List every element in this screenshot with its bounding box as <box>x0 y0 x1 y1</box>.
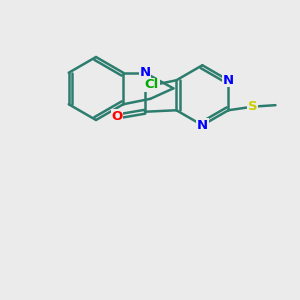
Text: N: N <box>223 74 234 87</box>
Text: N: N <box>139 66 150 79</box>
Text: S: S <box>248 100 258 113</box>
Text: Cl: Cl <box>145 78 159 91</box>
Text: O: O <box>111 110 123 123</box>
Text: N: N <box>197 119 208 132</box>
